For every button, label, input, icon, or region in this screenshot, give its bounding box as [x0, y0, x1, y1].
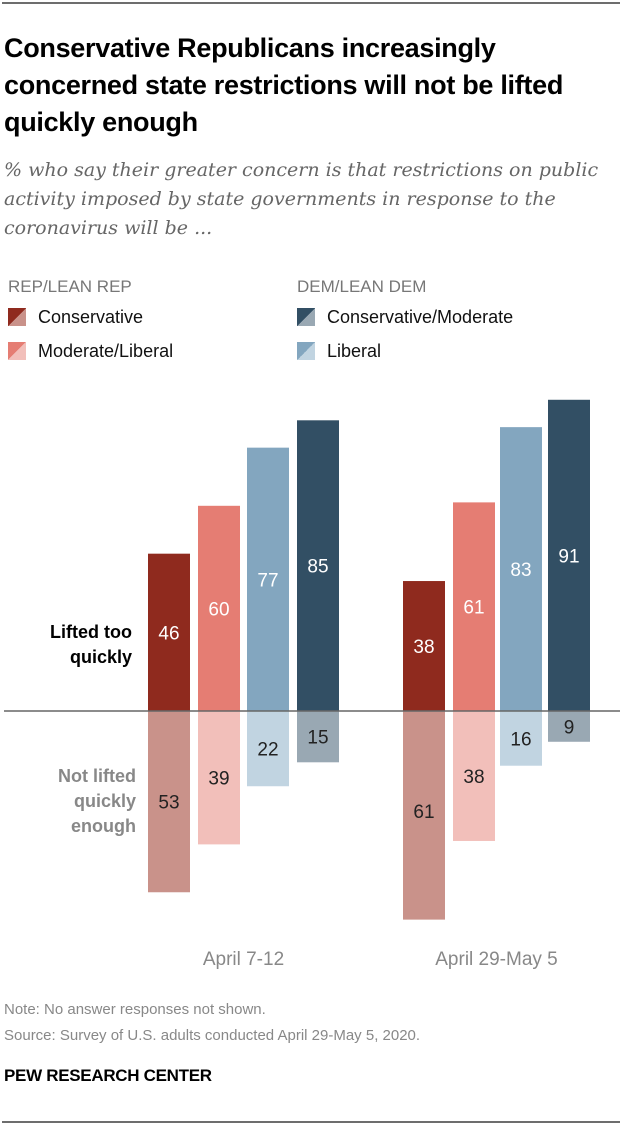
- legend-swatch: [297, 308, 315, 326]
- data-label-not-lifted-quickly-enough: 9: [564, 717, 575, 738]
- brand-name: PEW RESEARCH CENTER: [4, 1066, 212, 1085]
- legend-label: Moderate/Liberal: [38, 341, 174, 361]
- legend-label: Conservative: [38, 307, 144, 327]
- data-label-not-lifted-quickly-enough: 38: [463, 767, 484, 788]
- data-label-lifted-too-quickly: 38: [413, 637, 434, 658]
- data-label-lifted-too-quickly: 77: [257, 570, 278, 591]
- bar-lifted-too-quickly: [548, 399, 590, 711]
- bar-lifted-too-quickly: [148, 553, 190, 711]
- data-label-lifted-too-quickly: 85: [307, 557, 328, 578]
- data-label-lifted-too-quickly: 46: [158, 623, 179, 644]
- legend-label: Liberal: [327, 341, 382, 361]
- data-label-lifted-too-quickly: 91: [558, 546, 579, 567]
- data-label-not-lifted-quickly-enough: 53: [158, 793, 179, 814]
- bar-not-lifted-quickly-enough: [198, 711, 240, 845]
- bar-not-lifted-quickly-enough: [148, 711, 190, 893]
- data-label-lifted-too-quickly: 60: [208, 599, 229, 620]
- legend-swatch: [297, 342, 315, 360]
- chart-title: Conservative Republicans increasingly co…: [4, 33, 564, 137]
- data-label-not-lifted-quickly-enough: 15: [307, 728, 328, 749]
- top-rule: [2, 2, 620, 4]
- data-label-lifted-too-quickly: 83: [510, 560, 531, 581]
- chart-subtitle: % who say their greater concern is that …: [4, 159, 599, 239]
- bar-not-lifted-quickly-enough: [297, 711, 339, 763]
- data-label-lifted-too-quickly: 61: [463, 598, 484, 619]
- chart-note: Note: No answer responses not shown.: [4, 1001, 266, 1018]
- legend-label: Conservative/Moderate: [327, 307, 514, 327]
- legend-header-dem: DEM/LEAN DEM: [297, 277, 427, 296]
- legend-swatch: [8, 342, 26, 360]
- chart-source: Source: Survey of U.S. adults conducted …: [4, 1027, 421, 1044]
- bar-not-lifted-quickly-enough: [453, 711, 495, 841]
- x-tick-label: April 29-May 5: [435, 949, 558, 970]
- bar-lifted-too-quickly: [403, 581, 445, 711]
- bar-lifted-too-quickly: [297, 420, 339, 711]
- bar-lifted-too-quickly: [198, 505, 240, 711]
- bar-not-lifted-quickly-enough: [247, 711, 289, 787]
- data-label-not-lifted-quickly-enough: 22: [257, 740, 278, 761]
- bar-lifted-too-quickly: [500, 427, 542, 711]
- bottom-rule: [2, 1121, 620, 1123]
- bar-not-lifted-quickly-enough: [500, 711, 542, 766]
- data-label-not-lifted-quickly-enough: 16: [510, 729, 531, 750]
- x-tick-label: April 7-12: [203, 949, 284, 970]
- row-label-lifted-too-quickly: Lifted too quickly: [50, 622, 132, 667]
- bar-lifted-too-quickly: [247, 447, 289, 711]
- row-label-not-lifted-quickly-enough: Not lifted quickly enough: [58, 766, 136, 836]
- bar-not-lifted-quickly-enough: [403, 711, 445, 920]
- bar-lifted-too-quickly: [453, 502, 495, 711]
- legend-swatch: [8, 308, 26, 326]
- legend-header-rep: REP/LEAN REP: [8, 277, 132, 296]
- data-label-not-lifted-quickly-enough: 39: [208, 769, 229, 790]
- bar-not-lifted-quickly-enough: [548, 711, 590, 742]
- data-label-not-lifted-quickly-enough: 61: [413, 802, 434, 823]
